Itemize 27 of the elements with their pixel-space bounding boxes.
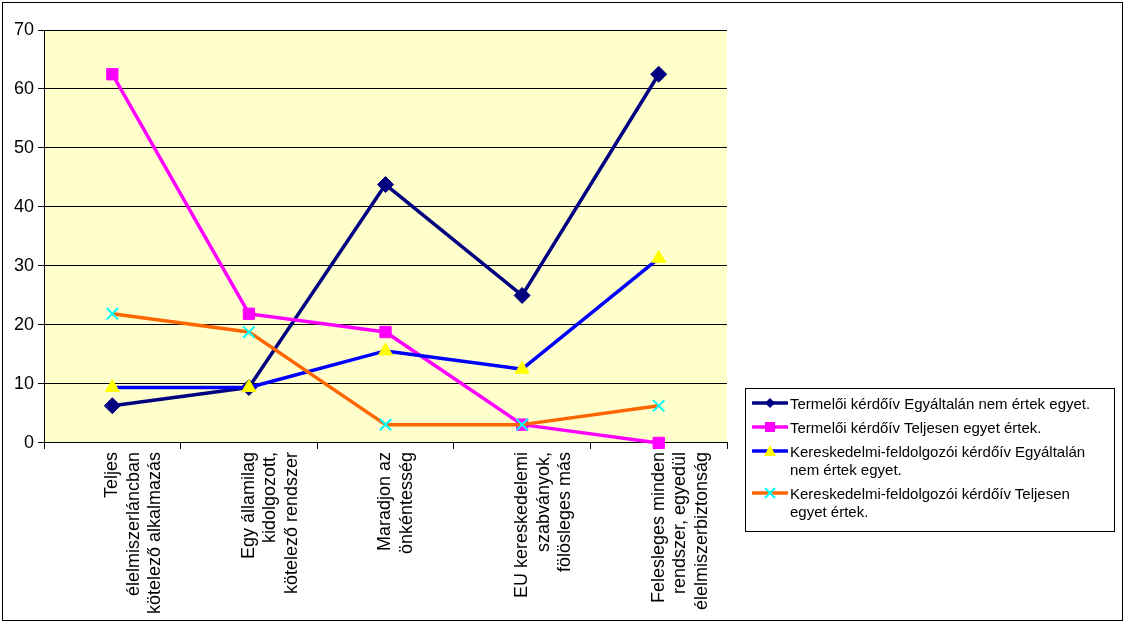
y-tick-label: 70 bbox=[13, 18, 35, 39]
point bbox=[242, 307, 256, 320]
legend-label: Kereskedelmi-feldolgozói kérdőív Egyáltalán nem értek egyet. bbox=[790, 443, 1087, 479]
point bbox=[242, 325, 256, 339]
y-tick-label: 40 bbox=[13, 195, 35, 216]
point bbox=[378, 342, 393, 356]
point bbox=[378, 417, 393, 432]
point bbox=[379, 325, 392, 339]
point bbox=[514, 360, 530, 374]
point bbox=[106, 68, 119, 81]
x-tick-label: Teljes élelmiszerláncban kötelező alkalmazás bbox=[101, 451, 165, 615]
y-tick-label: 0 bbox=[24, 431, 35, 452]
legend-label: Kereskedelmi-feldolgozói kérdőív Teljesen egyet értek. bbox=[790, 485, 1071, 521]
y-tick-label: 30 bbox=[13, 254, 35, 275]
point bbox=[650, 65, 668, 83]
y-tick-label: 60 bbox=[13, 77, 35, 98]
y-tick-label: 10 bbox=[13, 372, 35, 393]
legend-label: Termelői kérdőív Egyáltalán nem értek egyet. bbox=[790, 395, 1091, 413]
legend-label: Termelői kérdőív Teljesen egyet értek. bbox=[790, 419, 1042, 437]
point bbox=[652, 436, 665, 450]
y-tick-label: 20 bbox=[13, 313, 35, 334]
point bbox=[105, 307, 119, 321]
y-tick-label: 50 bbox=[13, 136, 35, 157]
point bbox=[652, 399, 666, 413]
point bbox=[513, 286, 531, 304]
point bbox=[103, 397, 121, 415]
point bbox=[377, 176, 395, 194]
